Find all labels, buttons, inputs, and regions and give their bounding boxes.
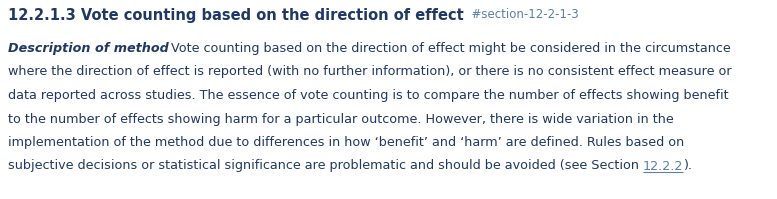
Text: #section-12-2-1-3: #section-12-2-1-3 [464,8,579,21]
Text: where the direction of effect is reported (with no further information), or ther: where the direction of effect is reporte… [8,65,732,78]
Text: to the number of effects showing harm for a particular outcome. However, there i: to the number of effects showing harm fo… [8,112,674,126]
Text: implementation of the method due to differences in how ‘benefit’ and ‘harm’ are : implementation of the method due to diff… [8,136,685,149]
Text: Description of method: Description of method [8,42,169,55]
Text: 12.2.2: 12.2.2 [643,160,684,173]
Text: ).: ). [684,160,692,173]
Text: 12.2.1.3 Vote counting based on the direction of effect: 12.2.1.3 Vote counting based on the dire… [8,8,464,23]
Text: subjective decisions or statistical significance are problematic and should be a: subjective decisions or statistical sign… [8,160,643,173]
Text: Vote counting based on the direction of effect might be considered in the circum: Vote counting based on the direction of … [171,42,730,55]
Text: data reported across studies. The essence of vote counting is to compare the num: data reported across studies. The essenc… [8,89,729,102]
